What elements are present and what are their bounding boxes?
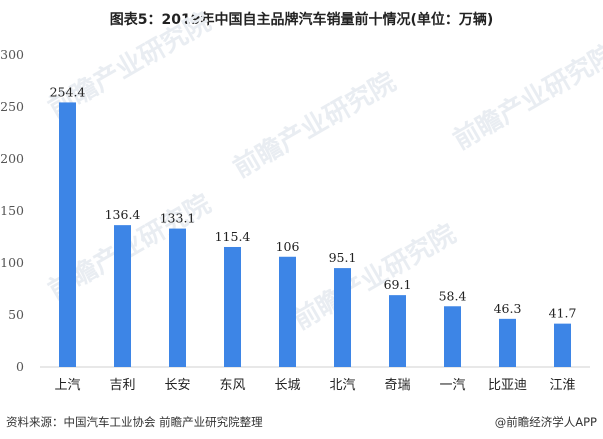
bar <box>169 228 186 367</box>
bar <box>554 323 571 367</box>
x-category-label: 东风 <box>219 378 245 393</box>
bar <box>389 295 406 367</box>
bar <box>224 246 241 367</box>
bar <box>279 256 296 367</box>
brand-credit: @前瞻经济学人APP <box>494 415 597 429</box>
y-tick-label: 0 <box>16 359 24 374</box>
x-category-label: 一汽 <box>439 378 465 393</box>
x-category-label: 长城 <box>274 378 300 393</box>
y-tick-label: 50 <box>8 307 24 322</box>
bar-value-label: 95.1 <box>329 250 357 265</box>
bar <box>114 225 131 367</box>
x-category-label: 长安 <box>164 378 190 393</box>
watermark-text: 前瞻产业研究院 <box>288 218 461 336</box>
y-axis: 0 50 100 150 200 250 300 <box>0 47 24 374</box>
bar <box>59 102 76 367</box>
y-tick-label: 300 <box>0 47 24 62</box>
x-category-label: 北汽 <box>329 378 355 393</box>
x-category-label: 上汽 <box>54 378 80 393</box>
y-tick-label: 100 <box>0 255 24 270</box>
bar-value-label: 254.4 <box>50 84 86 99</box>
bar-value-label: 106 <box>276 239 300 254</box>
bar-value-label: 46.3 <box>494 301 522 316</box>
bar-value-label: 133.1 <box>160 211 196 226</box>
data-labels-group: 254.4 136.4 133.1 115.4 106 95.1 69.1 58.4 46.3 4… <box>50 84 577 320</box>
x-category-label: 比亚迪 <box>488 378 527 393</box>
y-tick-label: 200 <box>0 151 24 166</box>
bar <box>499 318 516 367</box>
bar-value-label: 41.7 <box>549 306 577 321</box>
bar <box>334 268 351 367</box>
y-tick-label: 150 <box>0 203 24 218</box>
bar-value-label: 58.4 <box>439 288 467 303</box>
bar-value-label: 69.1 <box>384 277 412 292</box>
y-tick-label: 250 <box>0 99 24 114</box>
x-category-label: 奇瑞 <box>384 377 410 393</box>
bar-value-label: 115.4 <box>215 229 251 244</box>
source-note: 资料来源：中国汽车工业协会 前瞻产业研究院整理 <box>6 415 263 429</box>
watermark-text: 前瞻产业研究院 <box>448 38 603 156</box>
x-axis-categories: 上汽 吉利 长安 东风 长城 北汽 奇瑞 一汽 比亚迪 江淮 <box>54 377 575 393</box>
watermark-text: 前瞻产业研究院 <box>228 66 401 184</box>
x-category-label: 江淮 <box>549 378 575 393</box>
bar-value-label: 136.4 <box>105 207 141 222</box>
chart-title: 图表5：2019年中国自主品牌汽车销量前十情况(单位：万辆) <box>109 12 494 28</box>
x-category-label: 吉利 <box>109 378 135 393</box>
bar <box>444 306 461 367</box>
bars-group <box>59 102 571 367</box>
